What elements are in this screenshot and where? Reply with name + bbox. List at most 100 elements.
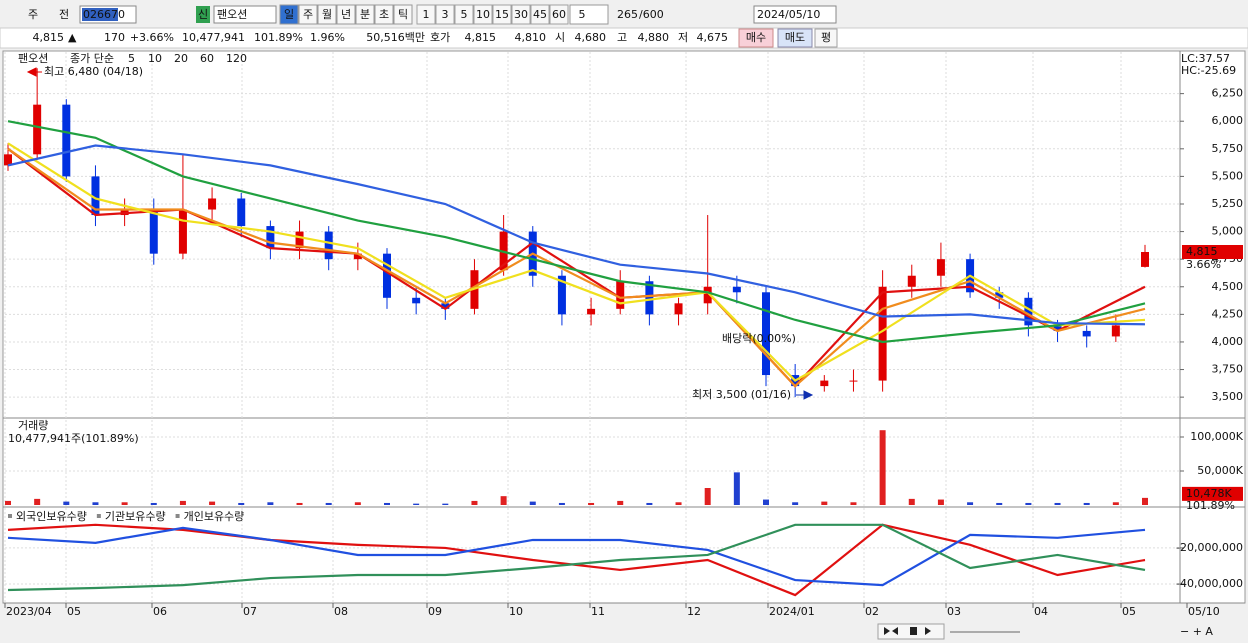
interval-label: 5 — [461, 8, 468, 21]
volume-bar — [354, 502, 361, 505]
candle-body — [178, 209, 187, 254]
volume-bar — [1142, 497, 1148, 505]
chart-title: 팬오션 — [18, 52, 48, 65]
date: 2024/05/10 — [757, 8, 820, 21]
quote-change-pct: +3.66% — [130, 31, 174, 44]
date-box[interactable] — [753, 5, 837, 24]
avg-button[interactable] — [814, 28, 838, 48]
quote-arrow: ▲ — [68, 31, 77, 44]
candle-body — [616, 281, 625, 309]
x-tick-label: 11 — [591, 605, 605, 618]
interval-button[interactable] — [511, 4, 531, 25]
holding-line — [7, 523, 1146, 592]
stock-code: 026670 — [83, 8, 125, 21]
volume-bar — [209, 501, 216, 505]
period-label: 초 — [379, 8, 389, 21]
quote-sell: 매도 — [785, 31, 805, 44]
prev-button: 전 — [59, 8, 69, 21]
legend-entry: 20 — [174, 52, 188, 65]
period-button[interactable] — [279, 4, 299, 25]
period-button[interactable] — [393, 4, 413, 25]
period-label: 틱 — [398, 8, 408, 21]
x-tick-label: 05 — [67, 605, 81, 618]
period-button[interactable] — [374, 4, 394, 25]
candle-body — [237, 198, 246, 227]
interval-button[interactable] — [492, 4, 512, 25]
y-tick-label: 50,000K — [1197, 464, 1243, 477]
x-tick-label: 07 — [243, 605, 257, 618]
count-box[interactable] — [569, 4, 609, 25]
volume-bar — [296, 502, 303, 505]
candle-body — [587, 308, 596, 315]
last-volume-box — [1182, 486, 1243, 501]
volume-bar — [413, 503, 420, 505]
volume-bar — [908, 498, 915, 505]
high-arrow — [26, 67, 42, 77]
sell-button[interactable] — [777, 28, 813, 48]
volume-bar — [996, 502, 1003, 505]
x-tick-label: 2024/01 — [769, 605, 815, 618]
volume-bar — [529, 501, 536, 505]
last-volume-pct: 101.89% — [1186, 499, 1235, 512]
quote-volume-ratio: 101.89% — [254, 31, 303, 44]
x-tick-label: 2023/04 — [6, 605, 52, 618]
period-button[interactable] — [298, 4, 318, 25]
candle-body — [383, 253, 391, 298]
ma-label: 종가 단순 — [70, 52, 114, 65]
candle-body — [849, 380, 858, 382]
volume-bar — [646, 502, 653, 505]
name-box[interactable] — [213, 5, 277, 24]
last-pct: 3.66% — [1186, 258, 1221, 271]
legend-entry: 60 — [200, 52, 214, 65]
interval-label: 3 — [442, 8, 449, 21]
y-tick-label: 4,000 — [1212, 335, 1244, 348]
period-button[interactable] — [355, 4, 375, 25]
x-tick-label: 02 — [865, 605, 879, 618]
candle-body — [1111, 325, 1120, 337]
legend-entry: 5 — [128, 52, 135, 65]
interval-button[interactable] — [454, 4, 474, 25]
quote-ask: 4,815 — [465, 31, 497, 44]
period-button[interactable] — [336, 4, 356, 25]
candle-body — [878, 286, 887, 381]
interval-label: 45 — [533, 8, 547, 21]
interval-button[interactable] — [530, 4, 550, 25]
candle-body — [441, 303, 450, 309]
volume-bar — [92, 502, 99, 505]
quote-high-label: 고 — [617, 31, 627, 44]
period-button[interactable] — [317, 4, 337, 25]
interval-button[interactable] — [549, 4, 569, 25]
code-highlight — [82, 8, 118, 21]
last-price: 4,815 — [1186, 245, 1218, 258]
volume-title: 거래량 — [18, 419, 48, 432]
candle-body — [33, 104, 42, 155]
interval-button[interactable] — [473, 4, 493, 25]
quote-bid-label: 호가 — [430, 31, 450, 44]
quote-turnover: 1.96% — [310, 31, 345, 44]
interval-button[interactable] — [435, 4, 455, 25]
buy-button[interactable] — [738, 28, 774, 48]
scroll-controls[interactable]: − + A — [877, 623, 1213, 640]
candle-body — [62, 104, 71, 177]
interval-button[interactable] — [416, 4, 436, 25]
dividend-annotation: 배당락(0.00%) — [722, 332, 796, 345]
count: 5 — [579, 8, 586, 21]
volume-bar — [121, 502, 128, 505]
high-annotation: 최고 6,480 (04/18) — [44, 65, 143, 78]
stock-name: 팬오션 — [217, 8, 247, 21]
volume-bar — [1054, 502, 1061, 505]
candle-body — [1053, 325, 1062, 331]
legend-marker — [96, 514, 101, 518]
interval-label: 30 — [514, 8, 528, 21]
quote-bid: 4,810 — [515, 31, 547, 44]
y-tick-label: -20,000,000 — [1176, 541, 1243, 554]
volume-bar — [558, 502, 565, 505]
volume-subtitle: 10,477,941주(101.89%) — [8, 432, 139, 445]
volume-bar — [763, 499, 769, 505]
y-tick-label: 5,250 — [1212, 197, 1244, 210]
legend-entry: 기관보유수량 — [105, 510, 166, 523]
candle-body — [645, 281, 654, 315]
x-tick-label: 03 — [947, 605, 961, 618]
interval-label: 1 — [423, 8, 430, 21]
